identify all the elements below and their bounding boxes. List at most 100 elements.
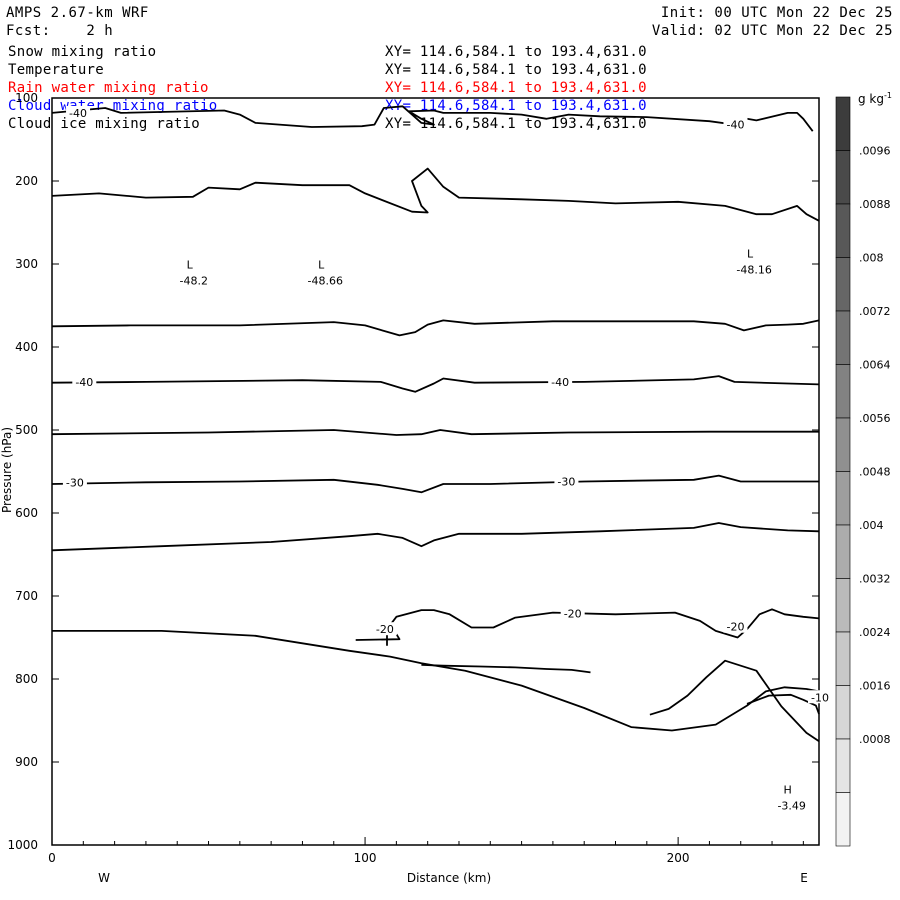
temperature-contour-line: [51, 167, 820, 222]
x-axis-label: Distance (km): [407, 871, 491, 885]
temperature-contour-line: [51, 474, 819, 494]
contour-label-bg: [723, 117, 748, 131]
extremum-value: -3.49: [777, 800, 805, 813]
colorbar-tick-label: .0056: [859, 412, 891, 425]
west-label: W: [98, 871, 110, 885]
colorbar-tick-label: .0096: [859, 145, 891, 158]
y-tick-label: 500: [15, 423, 38, 437]
y-tick-label: 400: [15, 340, 38, 354]
valid-time: Valid: 02 UTC Mon 22 Dec 25: [651, 23, 893, 39]
colorbar-swatch: [835, 631, 851, 686]
contour-label: -20: [564, 607, 582, 620]
extremum-mark: L: [187, 258, 194, 271]
contour-labels: -40 -40 -40 -40 -30 -30 -20 -20 -20 -10: [62, 105, 832, 704]
contour-label: -30: [557, 475, 575, 488]
colorbar-swatch: [835, 417, 851, 472]
temperature-contour-line: [52, 630, 820, 732]
contour-label: -40: [69, 107, 87, 120]
contour-label-bg: [72, 374, 97, 388]
extremum-mark: L: [747, 247, 754, 260]
colorbar-swatch: [835, 150, 851, 205]
y-tick-label: 300: [15, 257, 38, 271]
temperature-contour-line: [386, 608, 820, 646]
y-axis-label: Pressure (hPa): [0, 427, 14, 513]
colorbar-tick-label: .0016: [859, 680, 891, 693]
contour-label: -20: [726, 621, 744, 634]
temperature-contour-line: [355, 633, 401, 641]
contour-label-bg: [808, 690, 832, 704]
contour-label-bg: [723, 619, 748, 633]
y-tick-label: 700: [15, 589, 38, 603]
temperature-contour-line: [746, 693, 820, 715]
contour-label: -10: [811, 691, 829, 704]
layer-snow-xy: XY= 114.6,584.1 to 193.4,631.0: [385, 44, 647, 60]
extrema-annotations: L -48.2 L -48.66 L -48.16 H -3.49: [180, 247, 806, 812]
colorbar-tick-label: .0072: [859, 305, 891, 318]
layer-cloud-water-name: Cloud water mixing ratio: [8, 98, 218, 114]
temperature-contour-line: [51, 319, 820, 337]
contour-label-bg: [548, 374, 573, 388]
colorbar-swatch: [835, 524, 851, 579]
init-time: Init: 00 UTC Mon 22 Dec 25: [660, 5, 893, 21]
layer-rain-name: Rain water mixing ratio: [8, 80, 209, 96]
colorbar-swatch: [835, 364, 851, 419]
temperature-contour-line: [51, 375, 820, 393]
temperature-contour-line: [51, 105, 814, 132]
colorbar-tick-label: .0008: [859, 733, 891, 746]
layer-cloud-ice-name: Cloud ice mixing ratio: [8, 116, 201, 132]
colorbar-swatch: [835, 685, 851, 740]
model-title: AMPS 2.67-km WRF: [6, 5, 149, 21]
layer-temperature-name: Temperature: [8, 62, 105, 78]
contour-label-bg: [554, 474, 579, 488]
layer-temperature-xy: XY= 114.6,584.1 to 193.4,631.0: [385, 62, 647, 78]
east-label: E: [800, 871, 808, 885]
colorbar-swatch: [835, 471, 851, 526]
contour-label-bg: [560, 606, 585, 620]
forecast-hour: Fcst: 2 h: [6, 23, 114, 39]
colorbar: .0096 .0088 .008 .0072 .0064 .0056 .0048 .004 .0…: [835, 96, 891, 847]
contour-label: -30: [66, 476, 84, 489]
extremum-value: -48.66: [307, 274, 342, 287]
y-tick-label: 200: [15, 174, 38, 188]
contour-label: -20: [376, 623, 394, 636]
colorbar-swatch: [835, 578, 851, 633]
colorbar-swatch: [835, 203, 851, 258]
colorbar-unit-base: g kg: [858, 92, 884, 106]
colorbar-swatch: [835, 96, 851, 151]
colorbar-tick-label: .008: [859, 252, 884, 265]
y-tick-label: 600: [15, 506, 38, 520]
colorbar-tick-label: .0064: [859, 359, 891, 372]
layer-rain-xy: XY= 114.6,584.1 to 193.4,631.0: [385, 80, 647, 96]
contour-label-bg: [66, 105, 91, 119]
colorbar-swatch: [835, 310, 851, 365]
x-tick-label: 0: [48, 851, 56, 865]
colorbar-tick-label: .0048: [859, 466, 891, 479]
contour-label: -40: [75, 376, 93, 389]
axis-ticks: 100 200 300 400 500 600 700 800 900 1000 0 100 200: [7, 91, 819, 865]
y-tick-label: 900: [15, 755, 38, 769]
colorbar-unit: g kg-1: [858, 91, 892, 106]
colorbar-tick-label: .0088: [859, 198, 891, 211]
temperature-contour-line: [649, 659, 820, 743]
colorbar-swatch: [835, 738, 851, 793]
colorbar-unit-exponent: -1: [884, 91, 892, 100]
y-tick-label: 1000: [7, 838, 38, 852]
x-tick-label: 100: [354, 851, 377, 865]
colorbar-tick-label: .004: [859, 519, 884, 532]
y-tick-label: 100: [15, 91, 38, 105]
contour-label: -40: [551, 376, 569, 389]
plot-frame: [51, 97, 820, 846]
extremum-mark: L: [318, 258, 325, 271]
colorbar-swatch: [835, 792, 851, 847]
layer-cloud-water-xy: XY= 114.6,584.1 to 193.4,631.0: [385, 98, 647, 114]
extremum-value: -48.16: [736, 263, 771, 276]
contour-label: -40: [726, 119, 744, 132]
y-tick-label: 800: [15, 672, 38, 686]
layer-snow-name: Snow mixing ratio: [8, 44, 157, 60]
extremum-mark: H: [784, 784, 792, 797]
temperature-contour-line: [51, 522, 820, 552]
extremum-value: -48.2: [180, 274, 208, 287]
contour-label-bg: [372, 622, 397, 636]
layer-cloud-ice-xy: XY= 114.6,584.1 to 193.4,631.0: [385, 116, 647, 132]
